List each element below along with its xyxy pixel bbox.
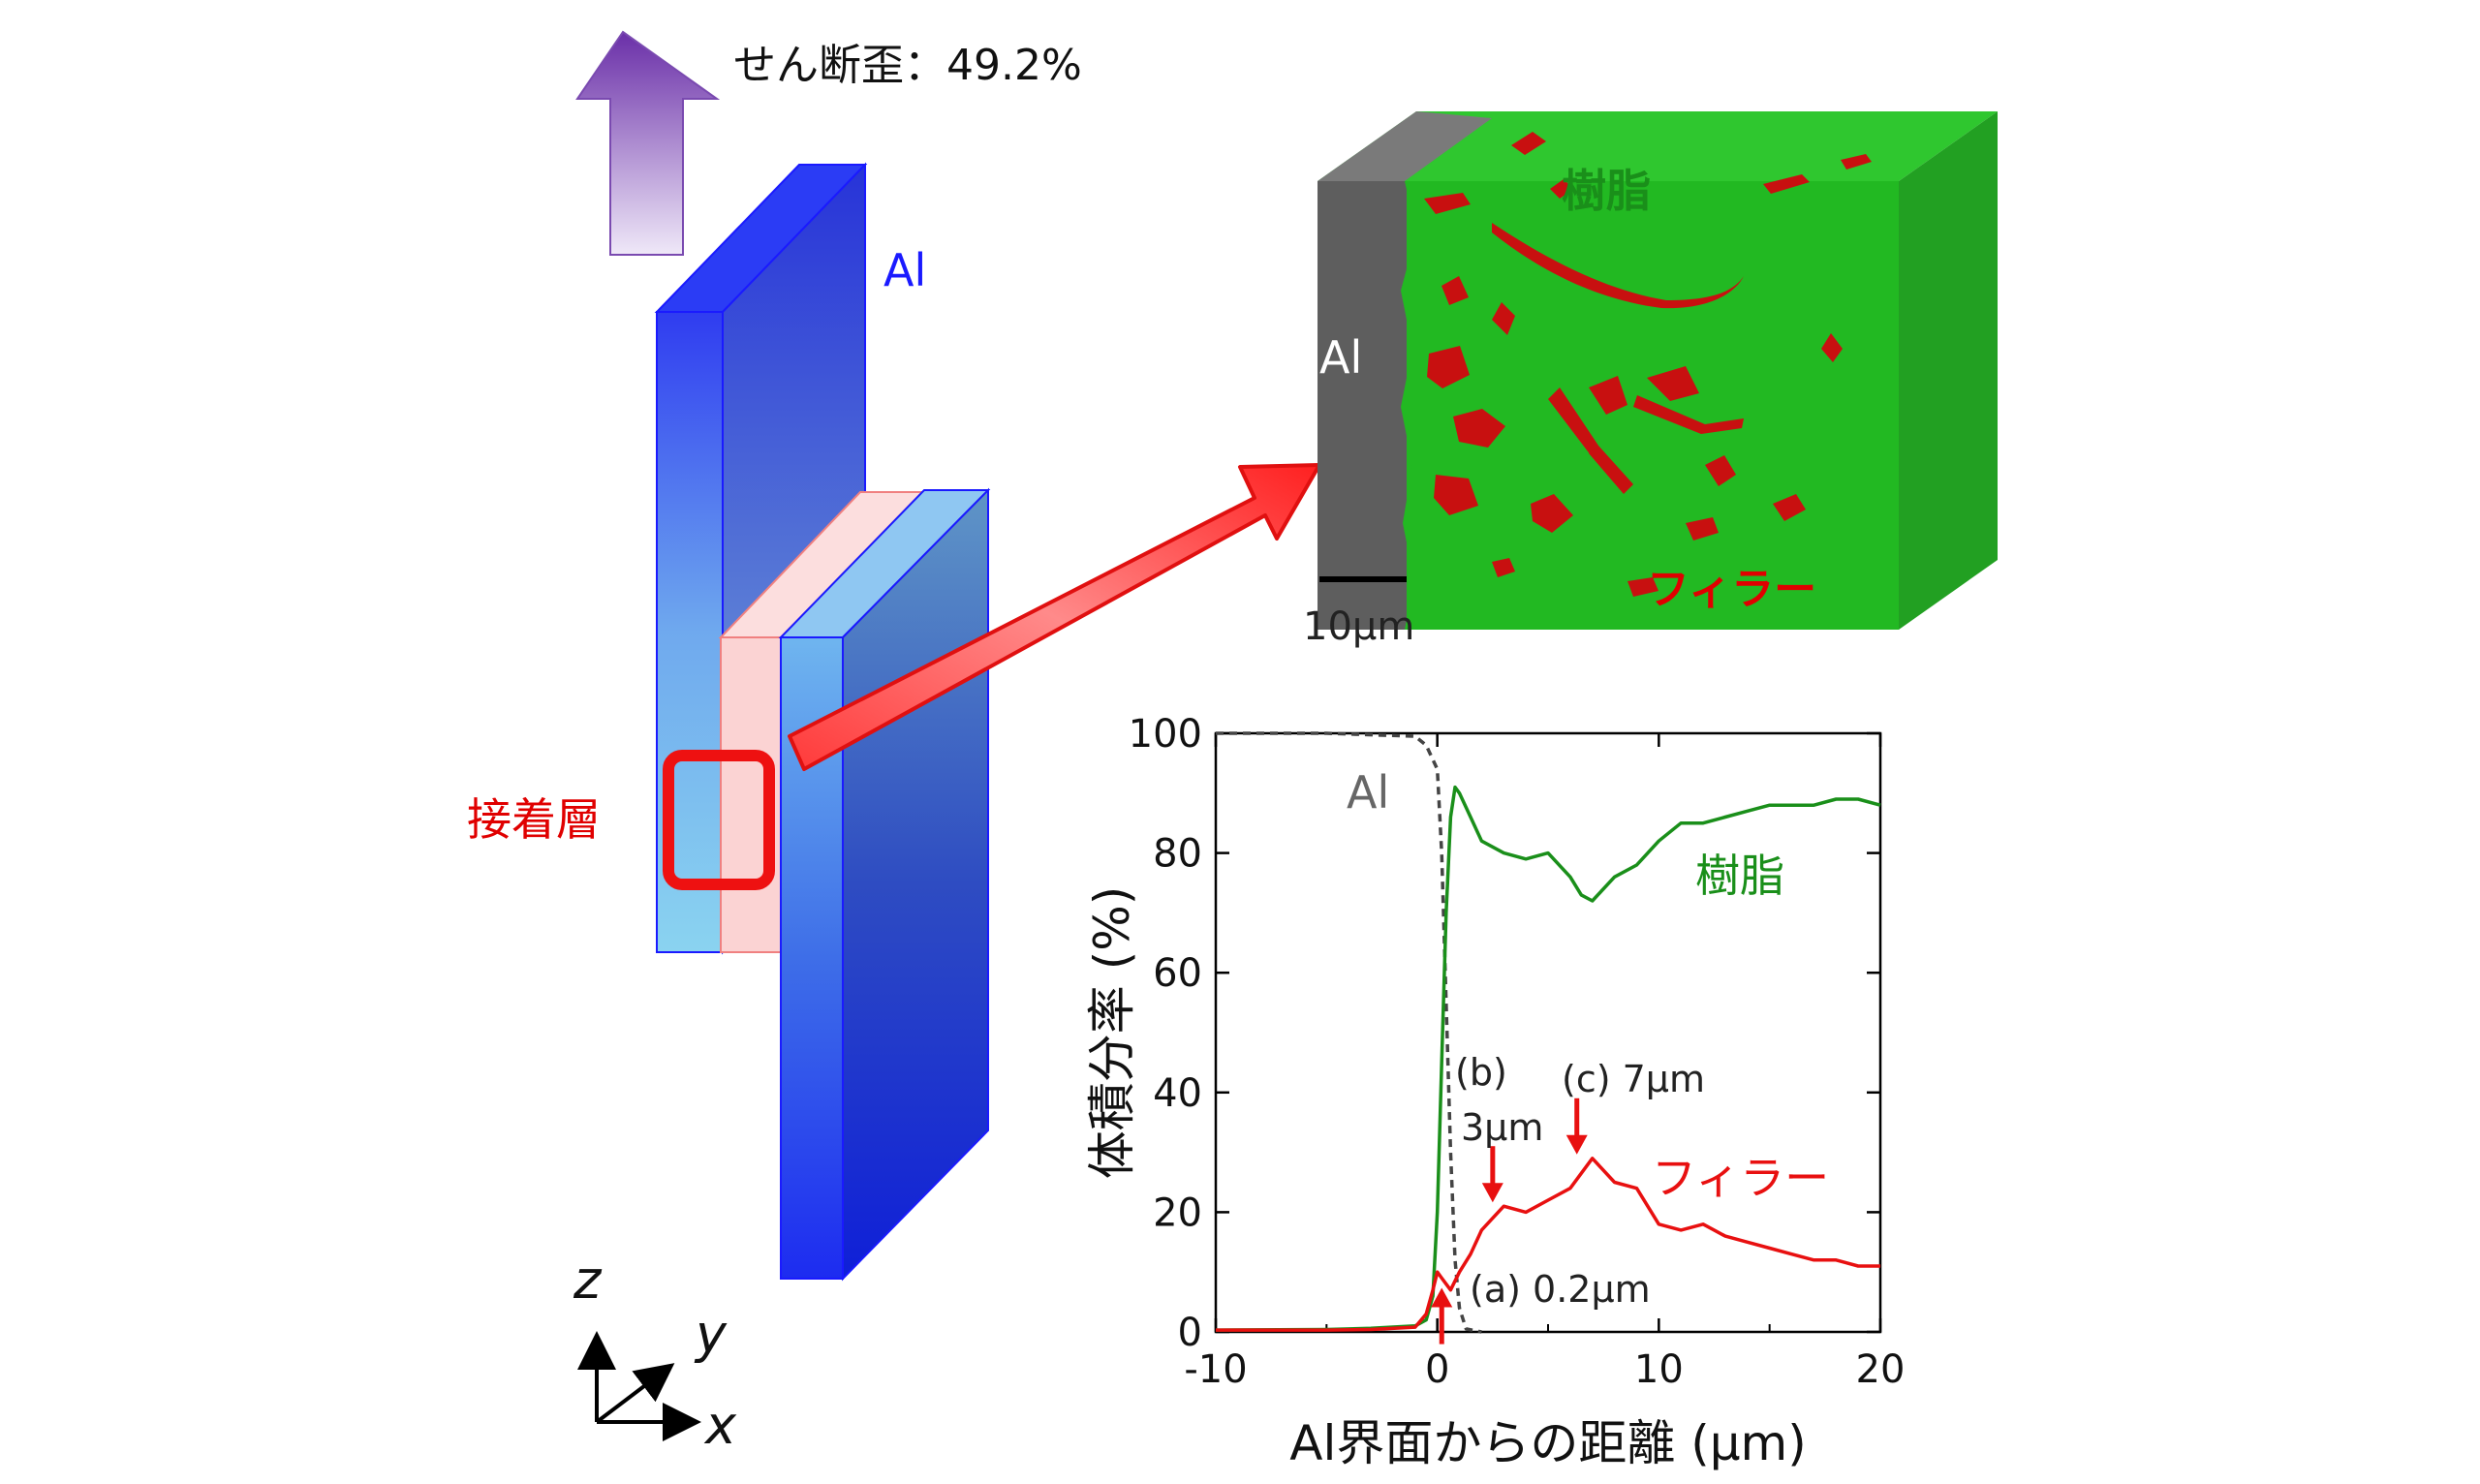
axis-label-y: y (694, 1304, 728, 1365)
al-plate-label: Al (884, 244, 926, 296)
al-plate-front (778, 487, 991, 1282)
adhesive-selection-box (663, 750, 775, 890)
zoom-arrow-icon (788, 463, 1321, 771)
annotation-arrow-c-icon (1566, 1098, 1588, 1155)
series-label-al: Al (1347, 766, 1389, 819)
adhesive-label: 接着層 (467, 793, 601, 846)
annotation-arrow-a-icon (1431, 1287, 1453, 1345)
x-tick-label: 20 (1856, 1347, 1906, 1392)
annotation-arrow-b-icon (1481, 1146, 1504, 1203)
series-line-al (1216, 731, 1482, 1334)
series-line-filler (1216, 1157, 1880, 1332)
x-tick-label: 10 (1634, 1347, 1684, 1392)
strain-arrow-icon (575, 30, 721, 256)
ct-volume-image (1318, 111, 1998, 630)
series-line-resin (1215, 785, 1881, 1332)
y-tick-label: 40 (1153, 1071, 1202, 1116)
annotation-b-value: 3μm (1461, 1106, 1543, 1149)
series-label-resin: 樹脂 (1695, 850, 1784, 902)
annotation-b: (b) (1455, 1051, 1507, 1094)
series-label-filler: フィラー (1652, 1152, 1829, 1204)
ct-al-label: Al (1319, 331, 1362, 384)
y-tick-label: 80 (1153, 832, 1202, 877)
scale-bar-label: 10μm (1303, 604, 1414, 649)
axis-label-x: x (703, 1395, 737, 1456)
annotation-c: (c) 7μm (1562, 1058, 1705, 1100)
chart-series (1215, 731, 1881, 1334)
chart-ylabel: 体積分率 (%) (1084, 886, 1140, 1179)
y-tick-label: 0 (1178, 1311, 1202, 1355)
ct-filler-label: フィラー (1647, 565, 1816, 614)
chart-annotations (1431, 1098, 1588, 1345)
chart-xlabel: Al界面からの距離 (μm) (1289, 1415, 1807, 1471)
y-tick-label: 20 (1153, 1190, 1202, 1235)
x-tick-label: 0 (1425, 1347, 1449, 1392)
strain-label: せん断歪：49.2% (733, 41, 1082, 90)
coordinate-axes (577, 1331, 701, 1441)
annotation-a: (a) 0.2μm (1470, 1268, 1651, 1311)
axis-label-z: z (573, 1250, 603, 1311)
plot-frame (1214, 731, 1882, 1334)
y-tick-label: 60 (1153, 951, 1202, 996)
ct-resin-label: 樹脂 (1562, 165, 1651, 217)
x-tick-label: -10 (1184, 1347, 1247, 1392)
y-tick-label: 100 (1129, 712, 1202, 757)
